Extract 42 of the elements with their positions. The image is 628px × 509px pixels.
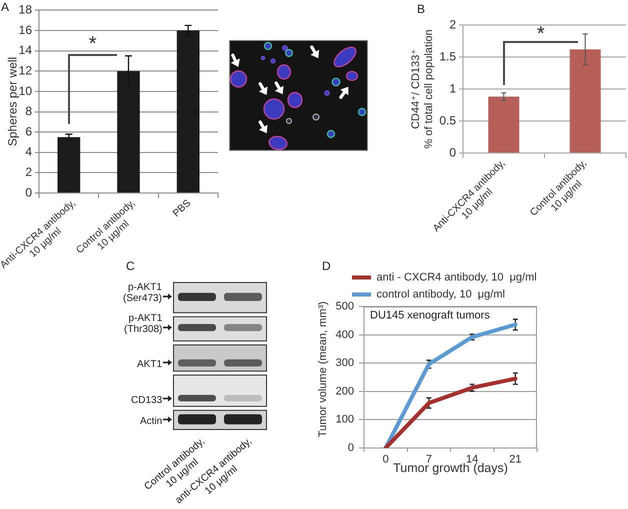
y-tick-label: 8 [25,104,32,118]
y-tick-label: 18 [18,2,32,17]
annotation: DU145 xenograft tumors [370,310,490,322]
x-tick-label: 0 [382,454,389,466]
y-tick-label: 6 [25,124,32,138]
category-label: p-AKT1 (Ser473) [123,282,162,304]
chart-title: D [322,259,331,273]
y-axis-title: Spheres per well [5,56,20,146]
y-tick-label: 500 [336,300,354,313]
chart-title: A [1,0,10,14]
chart-title: B [417,2,426,16]
y-tick-label: 4 [25,144,32,159]
y-tick-label: 16 [18,22,32,37]
y-tick-label: 2 [25,165,32,179]
y-tick-label: 14 [18,43,32,58]
y-tick-label: 300 [336,357,354,370]
y-tick-label: 200 [336,385,354,398]
annotation: * [88,33,96,56]
y-tick-label: 10 [18,84,32,98]
y-axis-title: Tumor volume (mean, mm³) [317,301,330,438]
y-tick-label: 0.5 [439,113,456,128]
category-label: Actin [140,416,162,427]
y-tick-label: 0 [449,145,456,160]
legend-label: anti - CXCR4 antibody, 10 μg/ml [376,272,537,284]
x-tick-label: 21 [509,454,522,466]
y-tick-label: 100 [336,414,354,426]
y-axis-title: CD44⁺/ CD133⁺ % of total cell population [410,29,436,149]
y-tick-label: 1 [449,81,456,96]
y-tick-label: 1.5 [439,49,456,64]
annotation: * [536,23,545,45]
legend-label: control antibody, 10 μg/ml [376,288,505,301]
x-tick-label: PBS [170,198,194,220]
category-label: CD133 [131,394,162,406]
y-tick-label: 12 [18,63,32,78]
category-label: p-AKT1 (Thr308) [124,313,162,336]
y-tick-label: 0 [348,442,354,454]
category-label: AKT1 [137,359,162,370]
text: C [126,259,135,273]
x-tick-label: 7 [426,454,432,466]
y-tick-label: 2 [449,17,456,32]
bar [57,137,80,192]
y-tick-label: 400 [336,328,354,341]
